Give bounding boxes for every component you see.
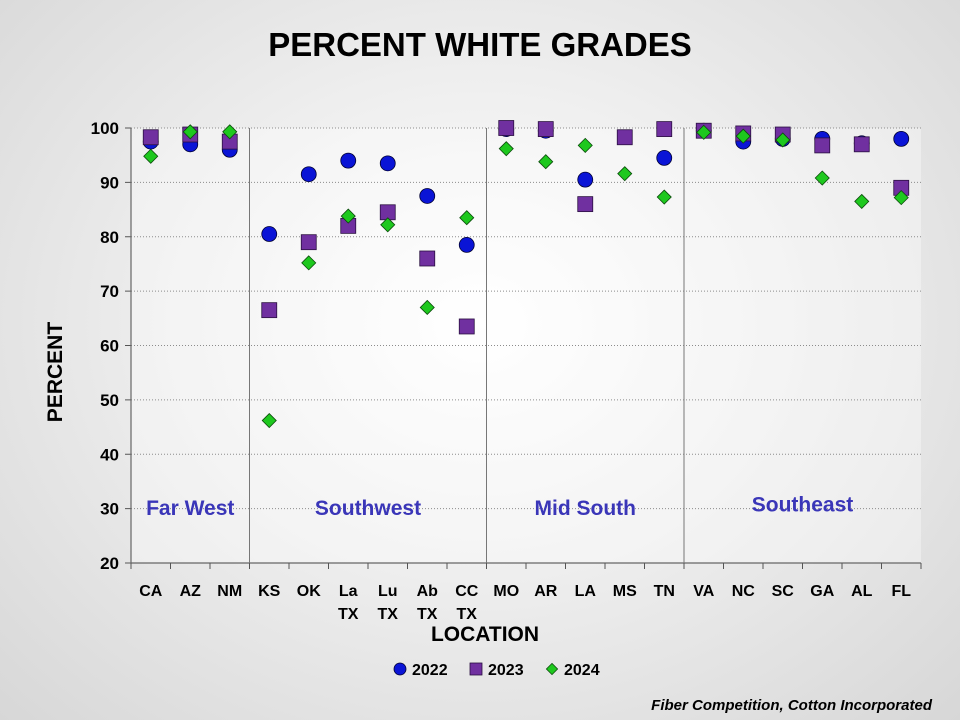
y-tick-label: 50 [100,391,119,410]
region-label: Southwest [315,497,421,520]
x-tick-label: AL [851,583,873,600]
x-tick-label: Lu [378,583,398,600]
y-axis-label: PERCENT [44,322,67,423]
region-label: Southeast [752,493,854,516]
x-tick-label: TX [338,606,359,623]
x-tick-label: KS [258,583,281,600]
x-tick-label: MO [493,583,519,600]
point-2024 [380,217,396,233]
x-tick-label: TX [457,606,478,623]
point-2024 [893,190,909,206]
x-tick-label: TX [378,606,399,623]
point-2022 [893,130,910,147]
point-2024 [222,124,238,140]
legend-label: 2024 [564,662,600,679]
x-tick-label: GA [810,583,834,600]
point-2023 [261,302,278,319]
x-tick-label: LA [575,583,597,600]
chart-title: PERCENT WHITE GRADES [268,26,692,63]
x-tick-label: Ab [417,583,439,600]
point-2022 [458,237,475,253]
point-2022 [656,150,673,166]
point-2024 [459,210,475,226]
x-axis-label: LOCATION [431,623,539,646]
x-tick-label: NM [217,583,242,600]
x-tick-label: FL [891,583,911,600]
point-2023 [814,137,831,154]
legend-marker-2024 [545,662,559,676]
y-tick-label: 20 [100,554,119,573]
y-tick-label: 100 [91,119,119,138]
legend-label: 2023 [488,662,524,679]
point-2023 [616,129,633,146]
point-2022 [379,155,396,172]
point-2024 [340,208,356,224]
point-2024 [301,255,317,271]
x-tick-label: SC [772,583,795,600]
point-2023 [498,120,515,136]
point-2024 [182,124,198,140]
x-tick-label: AZ [180,583,202,600]
point-2024 [656,189,672,205]
plot-area [131,128,921,563]
point-2023 [853,136,870,153]
x-tick-label: CA [139,583,163,600]
point-2024 [577,137,593,153]
point-2024 [735,128,751,144]
point-2023 [537,121,554,137]
legend-marker-2022 [393,662,407,676]
x-tick-label: NC [732,583,756,600]
point-2022 [261,226,278,242]
point-2024 [696,124,712,140]
point-2024 [854,193,870,209]
point-2024 [498,141,514,157]
point-2024 [419,299,435,316]
point-2023 [577,196,594,213]
y-tick-label: 60 [100,337,119,356]
point-2024 [814,170,830,186]
point-2023 [300,234,317,251]
point-2023 [656,121,673,137]
x-tick-label: AR [534,583,558,600]
x-tick-label: OK [297,583,321,600]
point-2022 [300,166,317,183]
point-2023 [142,129,159,146]
x-tick-label: MS [613,583,637,600]
x-tick-label: TN [654,583,675,600]
point-2022 [340,152,357,169]
x-tick-label: La [339,583,358,600]
x-tick-label: VA [693,583,714,600]
y-tick-label: 80 [100,228,119,247]
region-label: Far West [146,497,234,520]
y-tick-label: 70 [100,282,119,301]
y-tick-label: 90 [100,173,119,192]
point-2024 [143,148,159,164]
point-2022 [577,171,594,188]
y-tick-label: 40 [100,445,119,464]
legend-label: 2022 [412,662,448,679]
point-2024 [617,166,633,182]
x-tick-label: CC [455,583,479,600]
point-2023 [458,318,475,335]
y-tick-label: 30 [100,500,119,519]
region-label: Mid South [535,497,636,520]
x-tick-label: TX [417,606,438,623]
point-2024 [775,132,791,148]
source-credit: Fiber Competition, Cotton Incorporated [651,697,932,714]
point-2023 [419,250,436,267]
legend-marker-2023 [469,662,483,676]
point-2022 [419,188,436,204]
point-2024 [261,412,277,429]
point-2024 [538,154,554,170]
